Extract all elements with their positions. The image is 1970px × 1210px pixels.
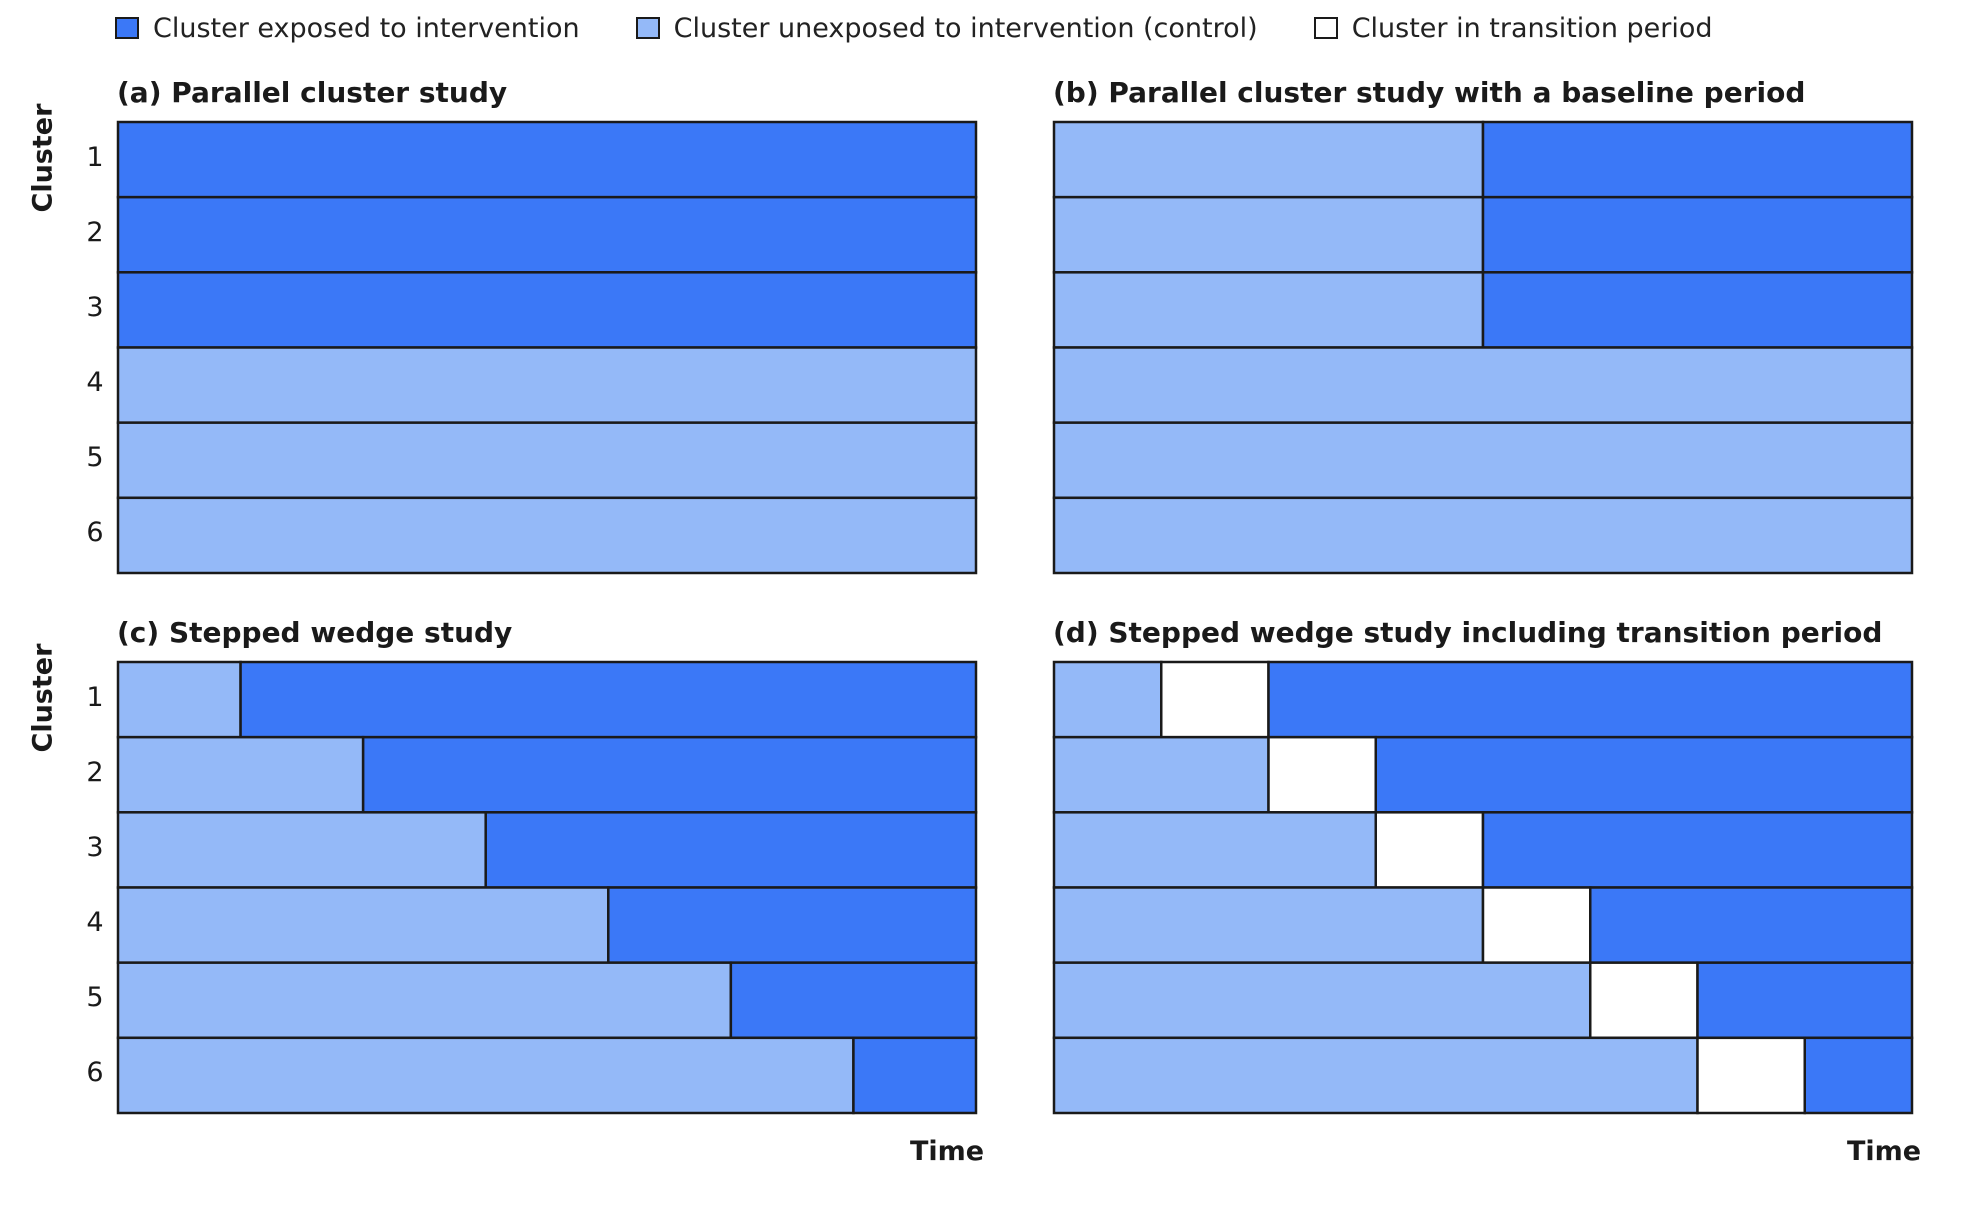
cell-transition-row-5 bbox=[1589, 961, 1699, 1040]
cell-control-row-5 bbox=[116, 961, 733, 1040]
cluster-label: 3 bbox=[86, 832, 104, 863]
cell-control-row-4 bbox=[1052, 886, 1485, 964]
x-axis-label-right: Time bbox=[1847, 1136, 1922, 1167]
legend: Cluster exposed to intervention Cluster … bbox=[115, 8, 1769, 48]
cell-exposed-row-1 bbox=[1267, 660, 1914, 739]
y-axis-label-bottom: Cluster bbox=[27, 643, 59, 753]
cell-transition-row-2 bbox=[1267, 735, 1377, 814]
cell-exposed-row-3 bbox=[1481, 811, 1914, 889]
cell-control-row-1 bbox=[1052, 120, 1485, 199]
cell-control-row-3 bbox=[1052, 811, 1377, 889]
cell-exposed-row-2 bbox=[1374, 735, 1914, 814]
cell-control-row-2 bbox=[1052, 195, 1485, 274]
cell-transition-row-1 bbox=[1160, 660, 1270, 739]
cell-exposed-row-6 bbox=[1803, 1036, 1914, 1115]
panel-d-title: (d) Stepped wedge study including transi… bbox=[1053, 616, 1883, 649]
cell-control-row-3 bbox=[116, 811, 487, 889]
cluster-label: 1 bbox=[86, 142, 104, 173]
legend-swatch-control bbox=[635, 17, 660, 39]
legend-item-transition: Cluster in transition period bbox=[1313, 12, 1713, 44]
cell-control-row-4 bbox=[1052, 346, 1914, 424]
cluster-label: 2 bbox=[86, 217, 104, 248]
legend-label-exposed: Cluster exposed to intervention bbox=[153, 12, 580, 44]
x-axis-label-left: Time bbox=[910, 1136, 985, 1167]
cell-control-row-1 bbox=[1052, 660, 1163, 739]
cluster-label: 3 bbox=[86, 292, 104, 323]
cell-transition-row-6 bbox=[1696, 1036, 1806, 1115]
cell-exposed-row-5 bbox=[729, 961, 978, 1040]
cell-control-row-2 bbox=[116, 735, 365, 814]
panel-c-grid bbox=[116, 660, 978, 1115]
legend-swatch-transition bbox=[1313, 17, 1338, 39]
cluster-label: 4 bbox=[86, 367, 104, 398]
cell-control-row-5 bbox=[1052, 961, 1592, 1040]
cell-exposed-row-3 bbox=[484, 811, 978, 889]
legend-item-control: Cluster unexposed to intervention (contr… bbox=[635, 12, 1258, 44]
legend-label-control: Cluster unexposed to intervention (contr… bbox=[673, 12, 1258, 44]
cell-control-row-6 bbox=[116, 1036, 855, 1115]
panel-b-grid bbox=[1052, 120, 1914, 575]
y-axis-label-top: Cluster bbox=[27, 103, 59, 213]
cell-exposed-row-1 bbox=[116, 120, 978, 199]
panel-a-grid bbox=[116, 120, 978, 575]
cell-control-row-3 bbox=[1052, 271, 1485, 349]
legend-label-transition: Cluster in transition period bbox=[1351, 12, 1713, 44]
panel-b-title: (b) Parallel cluster study with a baseli… bbox=[1053, 76, 1806, 109]
panel-d-grid bbox=[1052, 660, 1914, 1115]
cell-control-row-6 bbox=[116, 496, 978, 575]
cluster-label: 4 bbox=[86, 907, 104, 938]
cell-exposed-row-2 bbox=[116, 195, 978, 274]
cell-exposed-row-1 bbox=[239, 660, 978, 739]
cell-control-row-1 bbox=[116, 660, 242, 739]
cell-exposed-row-4 bbox=[1589, 886, 1914, 964]
cluster-label: 6 bbox=[86, 1057, 104, 1088]
cell-control-row-4 bbox=[116, 886, 610, 964]
cluster-label: 5 bbox=[86, 982, 104, 1013]
cell-transition-row-3 bbox=[1374, 811, 1485, 889]
cell-exposed-row-3 bbox=[1481, 271, 1914, 349]
panel-a-title: (a) Parallel cluster study bbox=[117, 76, 508, 109]
cell-control-row-5 bbox=[1052, 421, 1914, 500]
cell-exposed-row-4 bbox=[607, 886, 978, 964]
legend-item-exposed: Cluster exposed to intervention bbox=[115, 13, 580, 44]
cell-control-row-5 bbox=[116, 421, 978, 500]
cell-exposed-row-1 bbox=[1481, 120, 1914, 199]
cell-transition-row-4 bbox=[1481, 886, 1592, 964]
cell-exposed-row-2 bbox=[1481, 195, 1914, 274]
cell-control-row-4 bbox=[116, 346, 978, 424]
cell-control-row-6 bbox=[1052, 1036, 1699, 1115]
cluster-label: 6 bbox=[86, 517, 104, 548]
cluster-label: 5 bbox=[86, 442, 104, 473]
cell-exposed-row-3 bbox=[116, 271, 978, 349]
cluster-label: 2 bbox=[86, 757, 104, 788]
cell-exposed-row-5 bbox=[1696, 961, 1914, 1040]
legend-swatch-exposed bbox=[115, 17, 139, 39]
cluster-label: 1 bbox=[86, 682, 104, 713]
cell-exposed-row-2 bbox=[361, 735, 978, 814]
cell-control-row-2 bbox=[1052, 735, 1270, 814]
panel-c-title: (c) Stepped wedge study bbox=[117, 616, 513, 649]
cell-exposed-row-6 bbox=[852, 1036, 978, 1115]
cell-control-row-6 bbox=[1052, 496, 1914, 575]
